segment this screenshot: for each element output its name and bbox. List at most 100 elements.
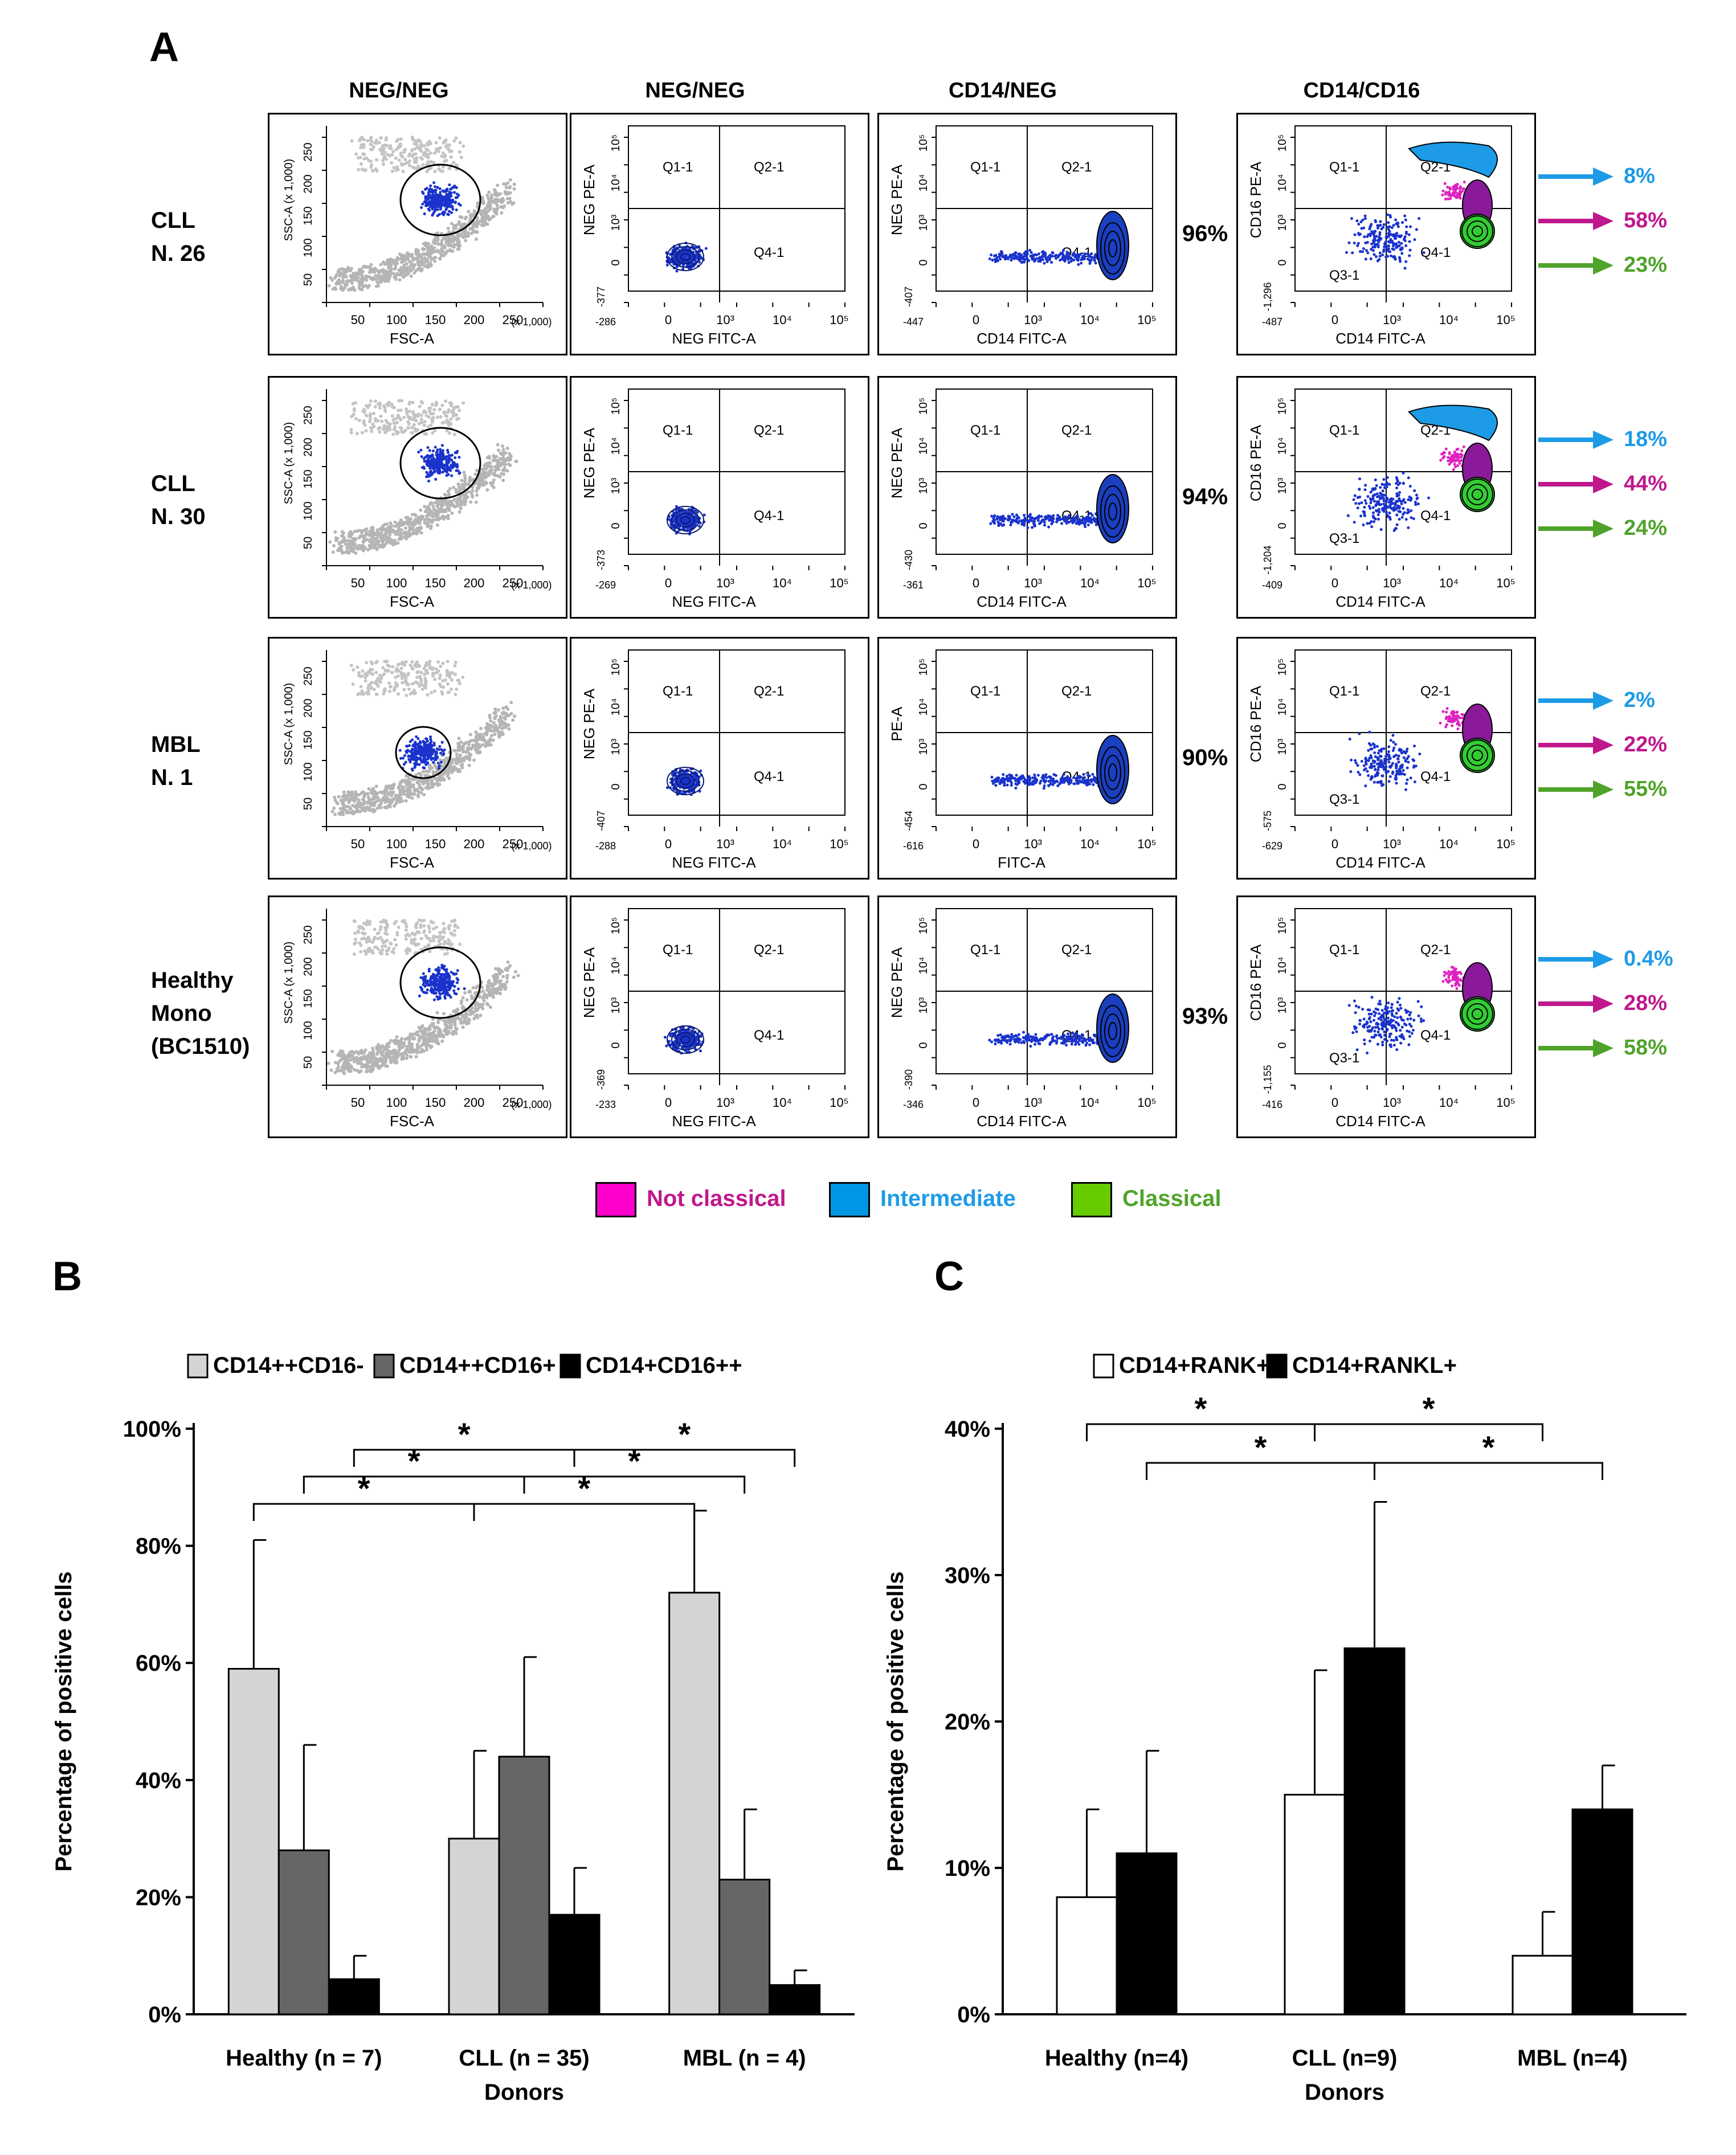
event-dot <box>1356 506 1359 510</box>
event-dot <box>440 239 444 243</box>
event-dot <box>1382 478 1386 481</box>
event-dot <box>426 265 430 269</box>
event-dot <box>366 548 370 552</box>
event-dot <box>447 456 451 460</box>
event-dot <box>463 474 467 478</box>
event-dot <box>475 493 479 497</box>
event-dot <box>435 193 439 197</box>
event-dot <box>387 803 391 807</box>
event-dot <box>439 206 443 210</box>
event-dot <box>697 260 701 264</box>
event-dot <box>1454 455 1457 459</box>
event-dot <box>414 161 418 165</box>
event-dot <box>1394 508 1398 511</box>
event-dot <box>1393 236 1396 239</box>
subset-arrow <box>1538 212 1614 230</box>
intermediate-population <box>1408 404 1498 441</box>
column-header-2: NEG/NEG <box>645 79 745 103</box>
event-dot <box>1015 517 1019 520</box>
event-dot <box>1378 236 1381 240</box>
event-dot <box>1059 259 1062 262</box>
event-dot <box>432 238 436 242</box>
event-dot <box>1008 255 1011 259</box>
event-dot <box>396 146 400 150</box>
event-dot <box>412 792 416 796</box>
event-dot <box>387 270 391 274</box>
x-tick-label: 50 <box>351 313 365 327</box>
event-dot <box>1037 252 1041 256</box>
event-dot <box>341 280 345 284</box>
event-dot <box>442 411 446 415</box>
event-dot <box>488 469 492 473</box>
event-dot <box>432 408 436 412</box>
event-dot <box>1453 190 1457 193</box>
event-dot <box>990 253 993 256</box>
event-dot <box>421 190 424 194</box>
event-dot <box>430 473 434 476</box>
event-dot <box>391 786 395 790</box>
event-dot <box>1443 455 1446 458</box>
event-dot <box>399 408 403 412</box>
event-dot <box>1371 506 1375 509</box>
event-dot <box>426 153 430 157</box>
event-dot <box>409 269 413 273</box>
event-dot <box>1094 261 1097 265</box>
event-dot <box>352 798 356 802</box>
event-dot <box>434 189 438 192</box>
event-dot <box>1382 499 1386 502</box>
event-dot <box>341 551 345 555</box>
event-dot <box>370 526 374 530</box>
y-tick-label: 250 <box>302 406 314 424</box>
event-dot <box>1038 522 1041 525</box>
event-dot <box>1374 486 1377 490</box>
event-dot <box>462 471 466 475</box>
event-dot <box>395 139 399 143</box>
event-dot <box>444 399 448 403</box>
event-dot <box>1396 500 1399 503</box>
event-dot <box>1462 445 1465 448</box>
event-dot <box>419 531 423 535</box>
event-dot <box>475 225 479 229</box>
event-dot <box>349 793 353 797</box>
event-dot <box>1385 485 1388 489</box>
x-tick-label: 0 <box>1331 313 1338 327</box>
event-dot <box>1041 258 1044 261</box>
event-dot <box>1390 226 1394 230</box>
event-dot <box>1072 258 1076 261</box>
event-dot <box>509 701 513 705</box>
event-dot <box>428 502 432 506</box>
event-dot <box>380 419 384 423</box>
event-dot <box>441 451 444 455</box>
event-dot <box>1387 244 1390 248</box>
event-dot <box>1377 508 1380 511</box>
event-dot <box>1368 522 1371 525</box>
event-dot <box>370 430 374 434</box>
event-dot <box>477 482 481 486</box>
subset-percentage: 23% <box>1624 253 1668 277</box>
event-dot <box>1391 240 1394 243</box>
event-dot <box>1037 516 1040 520</box>
event-dot <box>1029 518 1032 522</box>
event-dot <box>430 244 434 248</box>
event-dot <box>1403 267 1407 270</box>
event-dot <box>383 534 387 538</box>
y-axis-label: NEG PE-A <box>581 164 598 235</box>
subset-percentage: 8% <box>1624 164 1655 188</box>
event-dot <box>374 800 378 804</box>
event-dot <box>431 449 435 453</box>
event-dot <box>669 253 672 256</box>
event-dot <box>410 149 414 153</box>
event-dot <box>1356 496 1359 500</box>
event-dot <box>1389 238 1392 241</box>
event-dot <box>1375 484 1378 487</box>
event-dot <box>350 281 354 285</box>
event-dot <box>333 795 337 799</box>
event-dot <box>480 197 484 201</box>
event-dot <box>382 426 386 430</box>
event-dot <box>456 482 460 486</box>
event-dot <box>1395 513 1399 517</box>
event-dot <box>690 518 693 521</box>
event-dot <box>411 165 415 169</box>
event-dot <box>443 211 447 214</box>
event-dot <box>376 276 380 280</box>
